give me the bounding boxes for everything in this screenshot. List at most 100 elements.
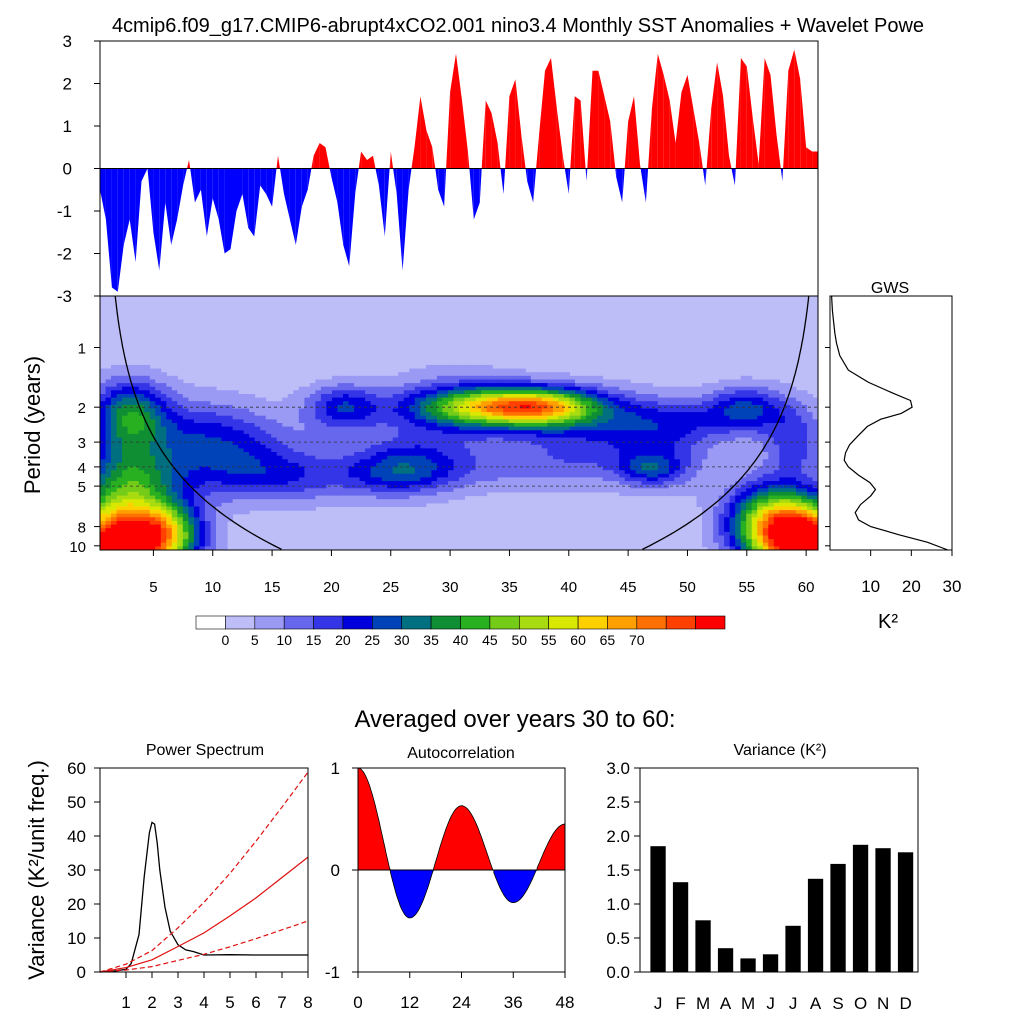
wavelet-power-cell [426,452,432,456]
wavelet-power-cell [409,477,415,481]
wavelet-power-cell [122,438,128,442]
wavelet-power-cell [702,503,708,507]
wavelet-power-cell [420,448,426,452]
wavelet-power-cell [106,376,112,380]
wavelet-power-cell [636,438,642,442]
wavelet-power-cell [575,423,581,427]
wavelet-power-cell [652,394,658,398]
wavelet-power-cell [277,434,283,438]
wavelet-power-cell [106,503,112,507]
wavelet-power-cell [326,383,332,387]
wavelet-power-cell [194,416,200,420]
wavelet-power-cell [647,485,653,489]
wavelet-power-cell [746,481,752,485]
wavelet-power-cell [161,496,167,500]
wavelet-power-cell [592,394,598,398]
wavelet-power-cell [233,477,239,481]
wavelet-power-cell [343,409,349,413]
wavelet-power-cell [106,394,112,398]
wavelet-power-cell [144,492,150,496]
wavelet-power-cell [161,492,167,496]
wavelet-power-cell [172,459,178,463]
wavelet-power-cell [520,438,526,442]
wavelet-power-cell [614,463,620,467]
wavelet-power-cell [238,503,244,507]
wavelet-power-cell [398,380,404,384]
wavelet-power-cell [658,394,664,398]
wavelet-power-cell [155,510,161,514]
wavelet-power-cell [426,427,432,431]
wavelet-power-cell [398,470,404,474]
wavelet-power-cell [155,434,161,438]
wavelet-power-cell [730,463,736,467]
wavelet-power-cell [724,419,730,423]
wavelet-power-cell [796,430,802,434]
wavelet-power-cell [476,369,482,373]
wavelet-power-cell [531,398,537,402]
wavelet-power-cell [393,394,399,398]
wavelet-power-cell [547,390,553,394]
wavelet-power-cell [117,514,123,518]
wavelet-power-cell [520,369,526,373]
wavelet-power-cell [199,503,205,507]
wavelet-power-cell [310,488,316,492]
wavelet-power-cell [680,401,686,405]
wavelet-power-cell [216,517,222,521]
wavelet-power-cell [415,434,421,438]
wavelet-power-cell [117,448,123,452]
wavelet-power-cell [586,456,592,460]
wavelet-power-cell [774,503,780,507]
wavelet-power-cell [122,376,128,380]
wavelet-power-cell [531,434,537,438]
wavelet-power-cell [371,416,377,420]
wavelet-power-cell [514,369,520,373]
wavelet-power-cell [166,380,172,384]
wavelet-power-cell [188,398,194,402]
wavelet-power-cell [100,532,106,536]
wavelet-power-cell [741,456,747,460]
wavelet-power-cell [100,474,106,478]
negative-anomaly-area [622,169,625,203]
wavelet-power-cell [111,459,117,463]
wavelet-power-cell [592,445,598,449]
wavelet-power-cell [194,434,200,438]
wavelet-power-cell [326,499,332,503]
wavelet-power-cell [293,456,299,460]
wavelet-power-cell [304,459,310,463]
wavelet-power-cell [774,452,780,456]
wavelet-power-cell [680,452,686,456]
wavelet-power-cell [166,419,172,423]
wavelet-power-cell [376,477,382,481]
wavelet-power-cell [144,488,150,492]
wavelet-power-cell [575,398,581,402]
wavelet-power-cell [117,452,123,456]
wavelet-power-cell [779,474,785,478]
wavelet-power-cell [100,481,106,485]
wavelet-power-cell [343,492,349,496]
wavelet-power-cell [746,380,752,384]
wavelet-power-cell [581,459,587,463]
wavelet-power-cell [326,419,332,423]
wavelet-power-cell [730,448,736,452]
wavelet-power-cell [581,419,587,423]
wavelet-power-cell [393,427,399,431]
wavelet-power-cell [730,503,736,507]
wavelet-power-cell [349,503,355,507]
wavelet-power-cell [315,423,321,427]
positive-anomaly-area [557,109,563,169]
wavelet-power-cell [442,419,448,423]
wavelet-power-cell [227,401,233,405]
wavelet-power-cell [387,430,393,434]
wavelet-power-cell [553,477,559,481]
wavelet-power-cell [697,387,703,391]
wavelet-power-cell [205,517,211,521]
wavelet-power-cell [442,416,448,420]
wavelet-power-cell [481,383,487,387]
wavelet-power-cell [205,434,211,438]
wavelet-power-cell [757,423,763,427]
wavelet-power-cell [658,448,664,452]
wavelet-power-cell [415,369,421,373]
wavelet-power-cell [404,496,410,500]
wavelet-power-cell [542,474,548,478]
wavelet-power-cell [470,463,476,467]
